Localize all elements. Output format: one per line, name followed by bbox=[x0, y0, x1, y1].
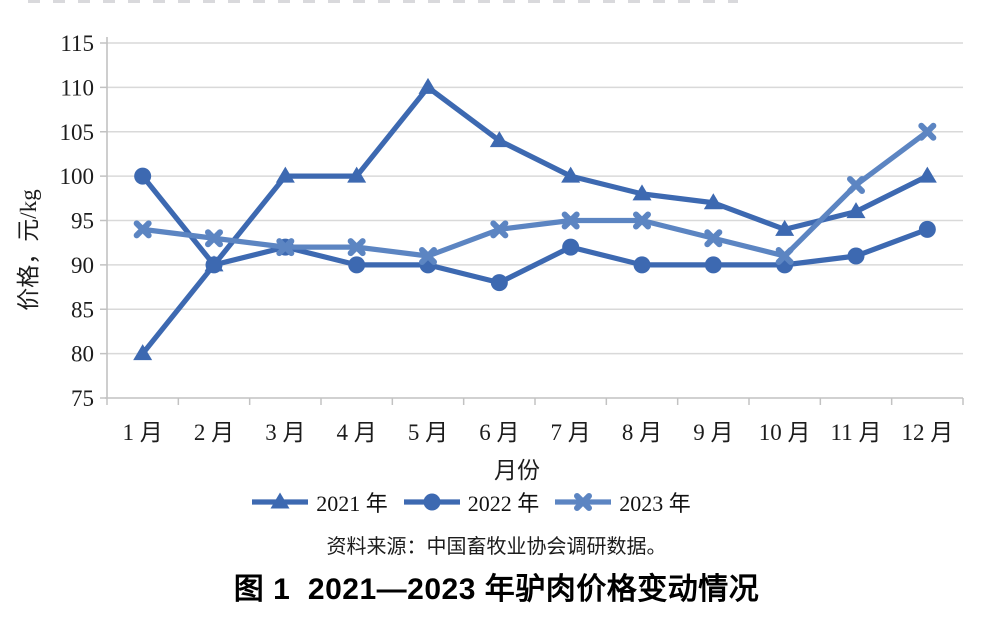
x-marker bbox=[205, 229, 223, 248]
circle-marker bbox=[490, 274, 508, 292]
triangle-marker bbox=[489, 131, 509, 148]
line-chart-plot: 75 80 85 90 95 100 105 110 115 1 月 2 月 3 月 4 月 5 月 6 月… bbox=[16, 31, 964, 483]
x-marker bbox=[847, 176, 865, 194]
circle-marker bbox=[348, 256, 366, 274]
price-line-chart: 75 80 85 90 95 100 105 110 115 1 月 2 月 3 月 4 月 5 月 6 月… bbox=[0, 10, 993, 485]
x-marker bbox=[133, 220, 152, 239]
data-source-note: 资料来源：中国畜牧业协会调研数据。 bbox=[326, 536, 667, 558]
x-marker bbox=[574, 493, 593, 511]
circle-marker bbox=[918, 220, 936, 238]
scan-artifact-strip bbox=[28, 0, 738, 3]
circle-marker bbox=[423, 493, 441, 511]
chart-legend: 2021 年 2022 年 2023 年 bbox=[0, 486, 993, 518]
legend-circle-icon bbox=[403, 493, 460, 511]
legend-label: 2022 年 bbox=[467, 491, 540, 516]
x-tick-label: 6 月 bbox=[479, 420, 519, 445]
triangle-marker bbox=[703, 193, 723, 210]
x-tick-label: 9 月 bbox=[693, 420, 733, 445]
legend-item-2023: 2023 年 bbox=[553, 486, 691, 518]
legend-item-2022: 2022 年 bbox=[402, 486, 540, 518]
x-tick-label: 7 月 bbox=[551, 420, 591, 445]
series-line bbox=[140, 129, 930, 259]
circle-marker bbox=[633, 256, 651, 274]
triangle-marker bbox=[347, 166, 367, 183]
x-tick-label: 11 月 bbox=[831, 420, 882, 445]
circle-marker bbox=[562, 238, 580, 256]
legend-label: 2021 年 bbox=[316, 491, 388, 516]
triangle-marker bbox=[775, 219, 795, 236]
circle-marker bbox=[704, 256, 722, 274]
y-tick-label: 115 bbox=[60, 31, 94, 56]
x-tick-label: 5 月 bbox=[408, 420, 448, 445]
triangle-marker bbox=[418, 77, 438, 94]
y-tick-label: 105 bbox=[60, 120, 95, 145]
y-axis-title: 价格，元/kg bbox=[16, 189, 41, 311]
x-marker bbox=[918, 122, 937, 141]
triangle-marker bbox=[270, 492, 290, 509]
x-tick-label: 4 月 bbox=[337, 420, 377, 445]
legend-triangle-icon bbox=[252, 492, 309, 509]
triangle-marker bbox=[561, 166, 581, 183]
y-tick-label: 100 bbox=[60, 164, 95, 189]
y-tick-label: 85 bbox=[71, 297, 94, 322]
y-tick-label: 110 bbox=[60, 75, 94, 100]
triangle-marker bbox=[632, 184, 652, 201]
triangle-marker bbox=[133, 344, 153, 361]
series-2023 年 bbox=[133, 122, 937, 265]
x-tick-label: 8 月 bbox=[622, 420, 662, 445]
y-tick-label: 80 bbox=[71, 342, 94, 367]
y-tick-label: 75 bbox=[71, 386, 94, 411]
y-tick-label: 90 bbox=[71, 253, 94, 278]
series-2021 年 bbox=[133, 77, 937, 361]
y-tick-label: 95 bbox=[71, 209, 94, 234]
circle-marker bbox=[134, 167, 152, 185]
x-marker bbox=[347, 238, 366, 257]
triangle-marker bbox=[275, 166, 295, 183]
legend-item-2021: 2021 年 bbox=[250, 486, 388, 518]
series-2022 年 bbox=[134, 167, 936, 292]
x-marker bbox=[633, 211, 651, 230]
x-tick-label: 12 月 bbox=[901, 420, 953, 445]
x-marker bbox=[704, 229, 723, 248]
x-marker bbox=[561, 211, 580, 230]
x-tick-label: 3 月 bbox=[265, 420, 305, 445]
circle-marker bbox=[847, 247, 865, 265]
legend-label: 2023 年 bbox=[619, 491, 691, 516]
circle-marker bbox=[205, 256, 223, 274]
x-marker bbox=[490, 220, 509, 239]
x-tick-label: 10 月 bbox=[759, 420, 811, 445]
x-tick-label: 2 月 bbox=[194, 420, 234, 445]
x-marker bbox=[775, 247, 794, 265]
series-line bbox=[140, 84, 930, 357]
triangle-marker bbox=[846, 202, 866, 219]
x-marker bbox=[419, 247, 437, 265]
x-axis-title: 月份 bbox=[494, 458, 540, 483]
legend-x-icon bbox=[555, 493, 612, 511]
x-tick-label: 1 月 bbox=[123, 420, 163, 445]
triangle-marker bbox=[917, 166, 937, 183]
series-line bbox=[140, 173, 930, 286]
figure-caption: 图 1 2021—2023 年驴肉价格变动情况 bbox=[233, 573, 760, 606]
x-marker bbox=[276, 238, 295, 257]
